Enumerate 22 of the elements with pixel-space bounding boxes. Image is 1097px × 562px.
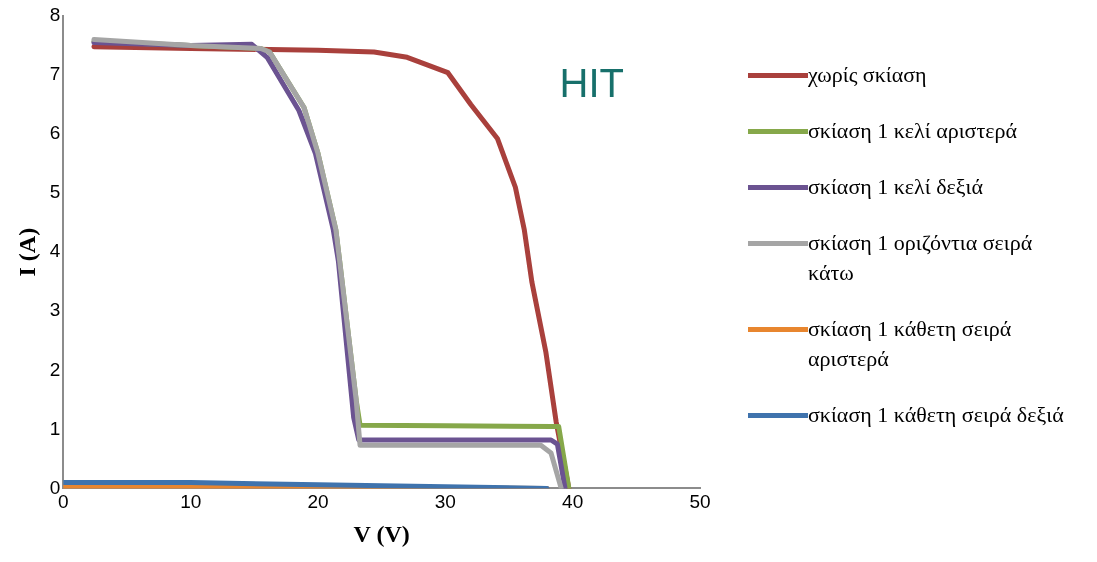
y-tick-label: 2 bbox=[49, 358, 61, 380]
legend-label: σκίαση 1 κάθετη σειρά δεξιά bbox=[808, 401, 1064, 429]
x-tick-label: 10 bbox=[180, 491, 202, 513]
legend-label: σκίαση 1 οριζόντια σειρά κάτω bbox=[808, 229, 1034, 287]
x-tick-label: 50 bbox=[689, 491, 711, 513]
y-tick-label: 6 bbox=[49, 122, 61, 144]
legend-label: σκίαση 1 κελί αριστερά bbox=[808, 117, 1018, 145]
y-tick-label: 4 bbox=[49, 240, 61, 262]
y-tick-label: 7 bbox=[49, 63, 61, 85]
y-tick-label: 3 bbox=[49, 299, 61, 321]
y-tick-label: 5 bbox=[49, 181, 61, 203]
legend-label: χωρίς σκίαση bbox=[808, 61, 927, 89]
legend-label: σκίαση 1 κάθετη σειρά αριστερά bbox=[808, 315, 1013, 373]
x-tick-label: 20 bbox=[307, 491, 329, 513]
y-axis-title: I (A) bbox=[13, 227, 40, 277]
legend-label: σκίαση 1 κελί δεξιά bbox=[808, 173, 984, 201]
x-axis-title: V (V) bbox=[353, 520, 410, 547]
y-tick-label: 1 bbox=[49, 417, 61, 439]
x-tick-label: 40 bbox=[562, 491, 584, 513]
annotation: HIT bbox=[559, 61, 624, 106]
x-tick-label: 30 bbox=[434, 491, 456, 513]
y-tick-label: 8 bbox=[49, 4, 61, 26]
